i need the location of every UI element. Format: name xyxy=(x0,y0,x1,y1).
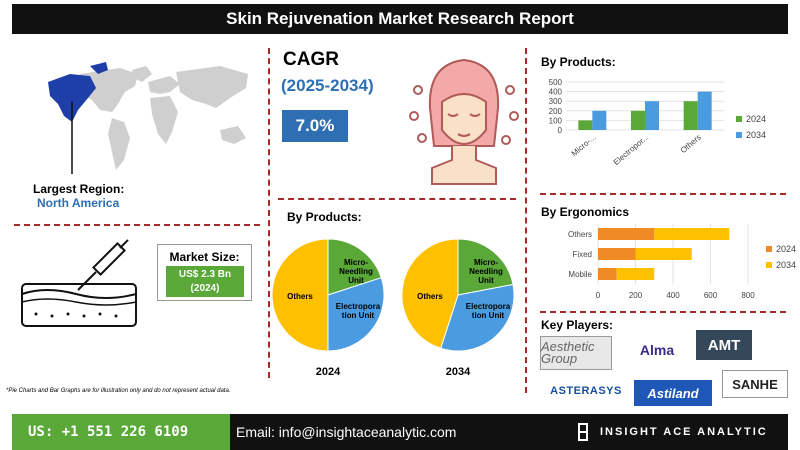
bar-2024-2 xyxy=(683,101,698,130)
market-size-amount: US$ 2.3 Bn xyxy=(178,269,232,280)
market-size-box xyxy=(157,244,252,301)
logo-sanhe: SANHE xyxy=(722,370,788,398)
pie-2024-slice-1 xyxy=(327,277,385,352)
bar-2034-0 xyxy=(654,228,730,240)
x-tick-label: 800 xyxy=(741,291,755,300)
market-size-year: (2024) xyxy=(190,283,220,294)
pie-2034-slice-1 xyxy=(440,283,515,352)
pie-2024-slice-0 xyxy=(327,238,382,296)
y-tick-label: 200 xyxy=(549,107,563,116)
legend-label: 2034 xyxy=(746,130,766,140)
y-tick-label: Mobile xyxy=(568,270,592,279)
pie-2034-slice-2 xyxy=(401,238,459,349)
brand-text: INSIGHT ACE ANALYTIC xyxy=(600,426,768,438)
world-map xyxy=(48,62,248,174)
bar-2034-2 xyxy=(697,91,712,130)
pie-year-label: 2034 xyxy=(446,366,471,378)
pie-year-label: 2024 xyxy=(316,366,341,378)
legend-swatch xyxy=(736,132,742,138)
legend-label: 2024 xyxy=(746,114,766,124)
divider-left xyxy=(268,48,270,378)
legend-swatch xyxy=(766,246,772,252)
bar-2024-0 xyxy=(598,228,655,240)
bar-2034-1 xyxy=(635,248,692,260)
cagr-value: 7.0% xyxy=(282,110,348,142)
divider-right-h1 xyxy=(540,193,786,195)
bar-2024-2 xyxy=(598,268,617,280)
y-tick-label: 100 xyxy=(549,116,563,125)
bar-chart-ergonomics: 0 200 400 600 800 Others Fixed Mobile 2024 2034 xyxy=(568,224,796,300)
bar-ergonomics-heading: By Ergonomics xyxy=(541,205,630,219)
footer-email: Email: info@insightaceanalytic.com xyxy=(230,414,560,450)
pie-2024-slice-2 xyxy=(271,238,329,352)
logo-alma: Alma xyxy=(639,342,675,358)
footer-brand: INSIGHT ACE ANALYTIC xyxy=(560,414,788,450)
y-tick-label: 300 xyxy=(549,97,563,106)
y-tick-label: Others xyxy=(568,230,592,239)
legend-swatch xyxy=(766,262,772,268)
face-illustration xyxy=(409,58,519,185)
skin-needle-illustration xyxy=(21,239,137,327)
pie-slice-label: Electropora tion Unit xyxy=(336,302,381,320)
logo-amt: AMT xyxy=(696,330,752,360)
pie-slice-label: Micro-Needling Unit xyxy=(339,258,373,285)
market-size-value: US$ 2.3 Bn (2024) xyxy=(166,266,244,297)
y-tick-label: 500 xyxy=(549,78,563,87)
pie-slice-label: Others xyxy=(417,292,443,301)
divider-right-h2 xyxy=(540,311,786,313)
market-size-label: Market Size: xyxy=(169,250,240,264)
pie-slice-label: Electropora tion Unit xyxy=(466,302,511,320)
x-tick-label: Micro-... xyxy=(570,133,598,158)
divider-left-h xyxy=(14,224,260,226)
x-tick-label: 0 xyxy=(596,291,601,300)
bar-2034-0 xyxy=(592,110,607,130)
logo-aesthetic-text: Aesthetic Group xyxy=(541,339,595,366)
bar-2024-1 xyxy=(598,248,636,260)
x-tick-label: 200 xyxy=(629,291,643,300)
brand-logo-icon xyxy=(576,422,590,445)
divider-mid-h xyxy=(278,198,516,200)
bar-products-heading: By Products: xyxy=(541,55,616,69)
cagr-label: CAGR xyxy=(283,49,339,70)
disclaimer: *Pie Charts and Bar Graphs are for illus… xyxy=(6,388,231,394)
cagr-period: (2025-2034) xyxy=(281,76,374,95)
y-tick-label: 0 xyxy=(558,126,563,135)
x-tick-label: Others xyxy=(679,133,703,155)
report-title: Skin Rejuvenation Market Research Report xyxy=(12,4,788,34)
region-label: Largest Region: xyxy=(33,182,125,196)
bar-2034-1 xyxy=(645,101,659,130)
region-value: North America xyxy=(37,196,120,210)
bar-2024-0 xyxy=(578,120,593,130)
legend-label: 2024 xyxy=(776,244,796,254)
divider-right xyxy=(525,48,527,393)
logo-astiland: Astiland xyxy=(634,380,712,406)
legend-label: 2034 xyxy=(776,260,796,270)
key-players-heading: Key Players: xyxy=(541,318,614,332)
bar-2024-1 xyxy=(631,110,645,130)
logo-aesthetic-group: Aesthetic Group xyxy=(540,336,612,370)
footer-phone: US: +1 551 226 6109 xyxy=(12,414,230,450)
x-tick-label: 400 xyxy=(666,291,680,300)
pie-charts: 2024 Micro-Needling Unit Electropora tion Un… xyxy=(271,238,515,378)
x-tick-label: 600 xyxy=(704,291,718,300)
pies-heading: By Products: xyxy=(287,210,362,224)
pie-2034-slice-0 xyxy=(457,238,514,296)
x-tick-label: Electropor... xyxy=(612,133,650,167)
pie-slice-label: Micro-Needling Unit xyxy=(469,258,503,285)
legend-swatch xyxy=(736,116,742,122)
y-tick-label: Fixed xyxy=(572,250,592,259)
y-tick-label: 400 xyxy=(549,88,563,97)
bar-2034-2 xyxy=(616,268,655,280)
logo-asterasys: ASTERASYS xyxy=(550,385,622,397)
pie-slice-label: Others xyxy=(287,292,313,301)
